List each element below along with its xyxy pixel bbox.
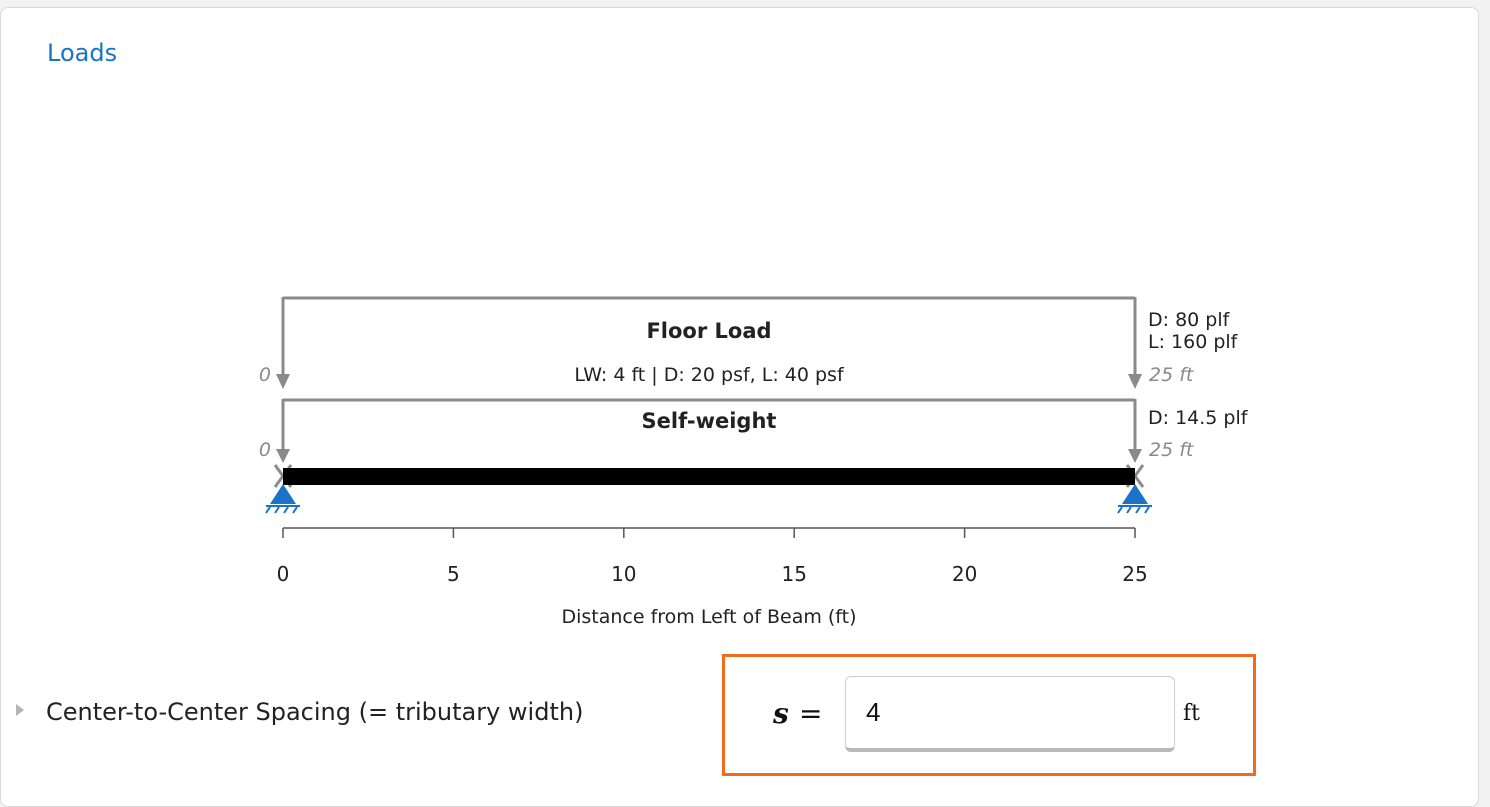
axis-tick-label: 15 <box>781 562 806 586</box>
self-weight-end-label: 25 ft <box>1149 439 1195 461</box>
spacing-input-group: s = ft <box>722 654 1256 776</box>
spacing-unit: ft <box>1183 701 1200 726</box>
floor-load-bracket <box>276 296 1142 389</box>
floor-load-subtitle: LW: 4 ft | D: 20 psf, L: 40 psf <box>574 364 845 386</box>
floor-load-start-label: 0 <box>259 364 271 386</box>
left-support-icon[interactable] <box>265 484 300 514</box>
floor-load-left-arrow-icon <box>276 374 290 389</box>
self-weight-dead-value: D: 14.5 plf <box>1148 407 1249 429</box>
floor-load-title: Floor Load <box>646 319 771 343</box>
spacing-value-input[interactable] <box>845 676 1175 752</box>
axis-tick-label: 10 <box>611 562 636 586</box>
floor-load-end-label: 25 ft <box>1149 364 1195 386</box>
axis-tick-label: 25 <box>1122 562 1147 586</box>
axis-tick-label: 0 <box>277 562 290 586</box>
right-support-icon[interactable] <box>1117 484 1152 514</box>
self-weight-title: Self-weight <box>642 409 777 433</box>
axis-label: Distance from Left of Beam (ft) <box>561 606 856 628</box>
self-weight-bracket <box>276 398 1142 463</box>
distance-axis: 0 5 10 15 20 25 Distance from Left of Be… <box>277 527 1148 628</box>
floor-load-right-arrow-icon <box>1128 374 1142 389</box>
floor-load-dead-value: D: 80 plf <box>1148 309 1231 331</box>
spacing-row: Center-to-Center Spacing (= tributary wi… <box>0 650 1479 780</box>
beam-load-diagram: Floor Load LW: 4 ft | D: 20 psf, L: 40 p… <box>259 296 1249 628</box>
spacing-equals-sign: = <box>799 697 823 730</box>
self-weight-start-label: 0 <box>259 439 271 461</box>
axis-tick-label: 20 <box>952 562 977 586</box>
beam[interactable] <box>283 468 1135 485</box>
self-weight-right-arrow-icon <box>1128 449 1142 463</box>
self-weight-left-arrow-icon <box>276 449 290 463</box>
spacing-variable: s <box>773 697 789 730</box>
loads-section-toggle[interactable]: Loads <box>47 39 118 67</box>
spacing-label: Center-to-Center Spacing (= tributary wi… <box>46 698 584 726</box>
expand-caret-icon[interactable] <box>16 704 24 716</box>
floor-load-live-value: L: 160 plf <box>1148 331 1239 353</box>
axis-tick-label: 5 <box>447 562 460 586</box>
